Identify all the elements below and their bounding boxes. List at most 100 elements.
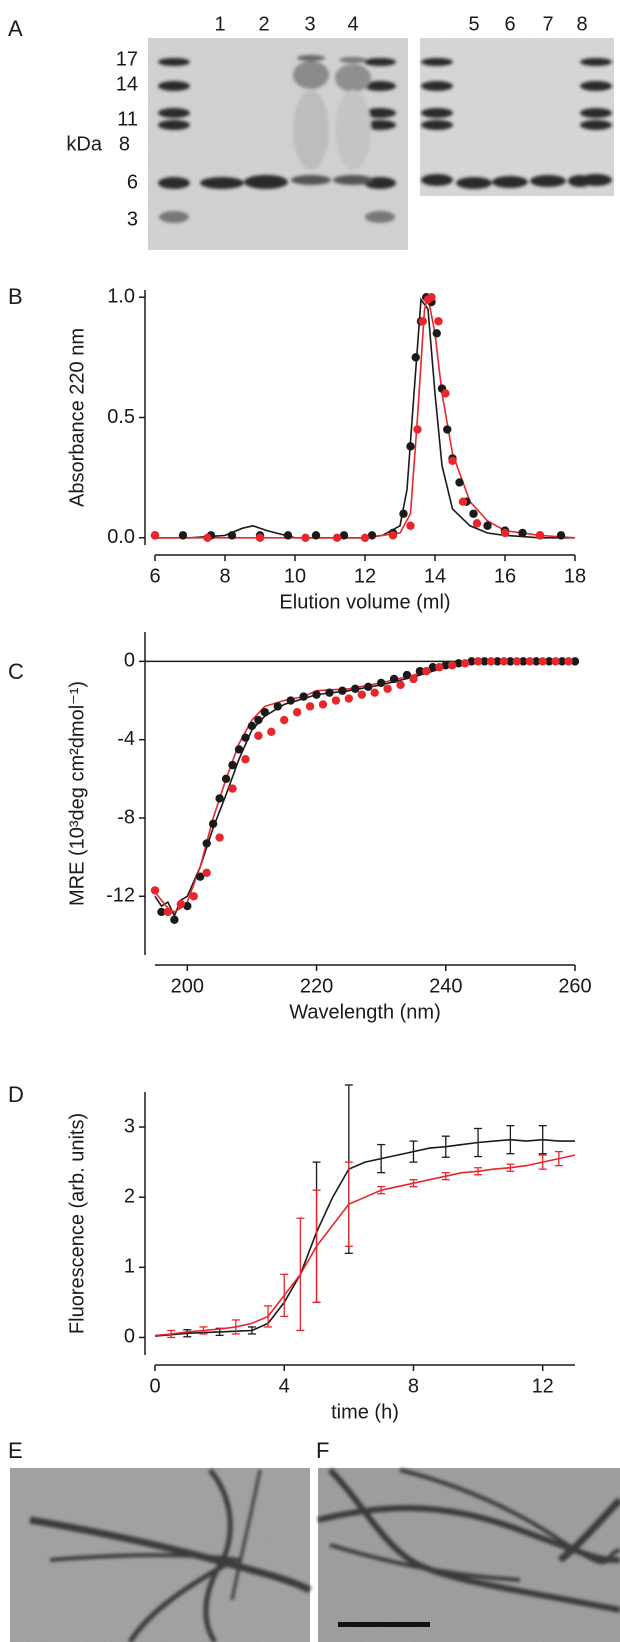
marker-label: 14 (116, 73, 138, 95)
data-point (215, 794, 224, 803)
data-point (411, 353, 420, 362)
data-point (383, 684, 392, 693)
y-tick-label: 1 (124, 1256, 135, 1278)
marker-label: 17 (116, 48, 138, 70)
data-point (473, 657, 483, 666)
panel-label: A (8, 16, 23, 41)
data-point (292, 708, 302, 717)
x-axis-label: Elution volume (ml) (279, 591, 450, 613)
series-line (155, 297, 575, 539)
y-tick-label: 3 (124, 1115, 135, 1137)
data-point (339, 531, 349, 540)
lane-label: 2 (258, 13, 269, 35)
series-line (154, 660, 575, 913)
data-point (396, 680, 405, 690)
data-point (564, 657, 573, 666)
data-point (441, 661, 450, 670)
lane-label: 6 (504, 13, 515, 35)
data-point (428, 663, 438, 672)
x-tick-label: 16 (494, 565, 516, 587)
x-tick-label: 12 (354, 565, 376, 587)
data-point (448, 456, 457, 466)
data-point (157, 907, 166, 917)
data-point (458, 497, 468, 506)
error-bar (312, 1189, 321, 1304)
data-point (183, 901, 192, 911)
data-point (267, 727, 276, 737)
data-point (254, 731, 263, 740)
data-point (228, 784, 237, 793)
x-axis-label: Wavelength (nm) (289, 1001, 441, 1023)
data-point (570, 657, 580, 666)
x-tick-label: 240 (429, 975, 462, 997)
data-point (367, 531, 377, 540)
data-point (418, 317, 427, 326)
x-tick-label: 14 (424, 565, 446, 587)
data-point (351, 684, 360, 693)
panel-label: D (8, 1082, 24, 1107)
data-point (273, 702, 282, 711)
error-bar (474, 1127, 483, 1158)
data-point (435, 663, 444, 672)
series-line (155, 296, 576, 539)
lane-label: 1 (214, 13, 225, 35)
panel-label: B (8, 284, 23, 309)
error-bar (409, 1179, 418, 1188)
y-tick-label: 2 (124, 1185, 135, 1207)
data-point (406, 521, 415, 530)
data-point (406, 442, 415, 451)
error-bar (183, 1329, 192, 1338)
marker-label: 11 (117, 108, 138, 130)
x-tick-label: 10 (284, 565, 306, 587)
data-point (557, 657, 567, 666)
data-point (434, 317, 443, 326)
data-point (318, 700, 328, 709)
data-point (215, 833, 224, 842)
data-point (208, 819, 218, 829)
data-point (202, 868, 211, 877)
data-point (203, 533, 212, 542)
data-point (176, 899, 186, 909)
error-bar (441, 1172, 450, 1181)
y-tick-label: -12 (106, 885, 135, 907)
data-point (532, 657, 541, 666)
data-point (163, 907, 173, 917)
micrograph (10, 1467, 620, 1642)
data-point (448, 661, 457, 670)
marker-label: 3 (127, 208, 138, 230)
data-point (389, 674, 399, 684)
x-tick-label: 260 (558, 975, 591, 997)
error-bar (199, 1326, 208, 1335)
data-point (189, 892, 198, 901)
y-tick-label: -4 (117, 728, 135, 750)
data-point (506, 657, 515, 666)
y-tick-label: 0 (124, 650, 135, 672)
panel-label: C (8, 659, 24, 684)
data-point (260, 708, 270, 717)
data-point (255, 533, 265, 542)
data-point (170, 915, 179, 924)
x-tick-label: 200 (171, 975, 204, 997)
data-point (441, 389, 450, 398)
data-point (227, 531, 237, 540)
data-point (472, 519, 482, 528)
data-point (443, 425, 452, 434)
data-point (286, 696, 295, 705)
data-point (283, 531, 293, 540)
error-bar (441, 1135, 450, 1158)
x-tick-label: 8 (219, 565, 230, 587)
error-bar (538, 1154, 547, 1170)
data-point (325, 688, 334, 697)
data-point (254, 715, 263, 725)
data-point (556, 531, 566, 540)
data-point (247, 721, 257, 731)
data-point (150, 531, 160, 540)
data-point (519, 657, 528, 666)
data-point (388, 531, 398, 540)
x-tick-label: 6 (149, 565, 160, 587)
y-tick-label: 1.0 (107, 285, 135, 307)
data-point (460, 659, 470, 668)
lane-label: 7 (542, 13, 553, 35)
data-point (332, 533, 342, 542)
x-tick-label: 8 (408, 1375, 419, 1397)
